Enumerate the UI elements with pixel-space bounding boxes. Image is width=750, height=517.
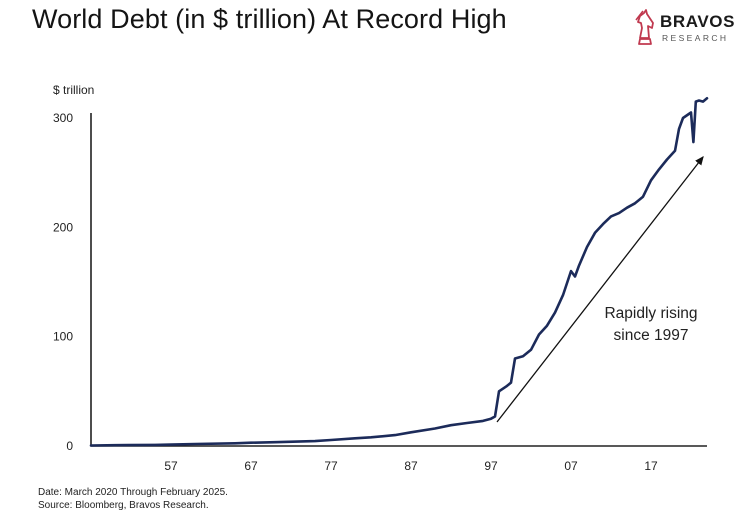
x-tick-label: 07	[564, 459, 578, 473]
logo-subtitle: RESEARCH	[662, 33, 729, 43]
x-tick-label: 97	[484, 459, 498, 473]
y-tick-label: 100	[53, 330, 73, 344]
y-tick-label: 300	[53, 111, 73, 125]
x-tick-label: 57	[164, 459, 178, 473]
chart-title: World Debt (in $ trillion) At Record Hig…	[32, 4, 507, 34]
x-tick-label: 87	[404, 459, 418, 473]
x-tick-label: 77	[324, 459, 338, 473]
brand-logo: BRAVOS RESEARCH	[634, 8, 744, 48]
logo-name: BRAVOS	[660, 12, 736, 31]
x-tick-label: 67	[244, 459, 258, 473]
y-tick-label: 0	[66, 439, 73, 453]
footer-notes: Date: March 2020 Through February 2025. …	[38, 486, 228, 512]
series-line	[89, 97, 709, 447]
footer-date-note: Date: March 2020 Through February 2025.	[38, 487, 228, 498]
x-tick-label: 17	[644, 459, 658, 473]
annotation-text-line: since 1997	[614, 327, 689, 344]
y-axis-label: $ trillion	[53, 83, 94, 97]
annotation-text-line: Rapidly rising	[604, 305, 697, 322]
footer-source-note: Source: Bloomberg, Bravos Research.	[38, 500, 209, 511]
y-tick-label: 200	[53, 220, 73, 234]
annotation-arrow	[496, 155, 704, 423]
chess-knight-icon	[635, 9, 654, 45]
